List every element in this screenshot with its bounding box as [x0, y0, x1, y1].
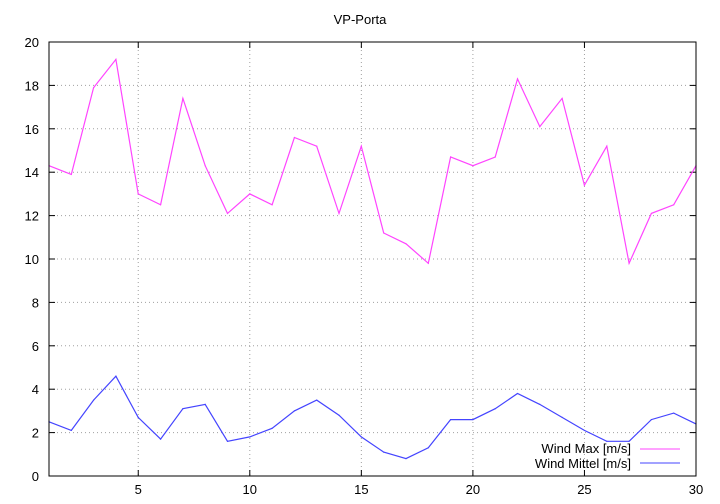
data-point — [293, 136, 296, 139]
data-point — [561, 97, 563, 100]
data-point — [360, 436, 362, 438]
data-point — [405, 458, 407, 460]
data-point — [115, 375, 117, 377]
plot-border — [48, 41, 697, 477]
data-point — [583, 184, 586, 186]
data-point — [115, 58, 117, 60]
data-point — [673, 204, 675, 206]
x-tick-label: 10 — [243, 482, 257, 497]
x-tick-label: 5 — [135, 482, 142, 497]
data-point — [383, 232, 385, 234]
data-point — [628, 440, 630, 442]
grid — [49, 42, 696, 476]
y-tick-label: 20 — [25, 35, 39, 50]
data-point — [204, 165, 206, 167]
data-point — [249, 436, 251, 438]
data-point — [583, 429, 586, 432]
data-point — [383, 451, 385, 453]
y-tick-label: 10 — [25, 252, 39, 267]
y-tick-label: 2 — [32, 426, 39, 441]
data-point — [182, 408, 184, 410]
y-tick-label: 16 — [25, 122, 39, 137]
y-tick-label: 14 — [25, 165, 39, 180]
data-point — [360, 145, 362, 147]
data-point — [472, 418, 474, 421]
data-point — [293, 410, 296, 412]
data-point — [159, 438, 162, 440]
data-point — [338, 212, 340, 215]
data-point — [316, 399, 318, 401]
data-point — [449, 156, 452, 158]
legend: Wind Max [m/s] Wind Mittel [m/s] — [535, 441, 680, 471]
data-point — [606, 440, 608, 442]
data-point — [650, 212, 652, 215]
data-point — [673, 412, 675, 414]
data-point — [539, 126, 541, 128]
data-point — [405, 243, 407, 245]
data-point — [93, 399, 95, 401]
data-point — [338, 414, 340, 416]
data-point — [628, 262, 630, 264]
axis-ticks: 0 2 4 6 8 10 12 14 16 18 20 5 10 15 20 25 30 — [25, 35, 704, 497]
data-point — [606, 145, 608, 147]
data-point — [472, 165, 474, 167]
data-point — [561, 416, 563, 419]
data-point — [93, 86, 95, 89]
data-point — [494, 156, 496, 158]
data-point — [226, 440, 229, 442]
x-tick-label: 30 — [689, 482, 703, 497]
data-point — [650, 418, 652, 421]
y-tick-label: 18 — [25, 78, 39, 93]
data-point — [516, 392, 519, 395]
legend-label-wind-mittel: Wind Mittel [m/s] — [535, 456, 631, 471]
data-point — [182, 97, 184, 100]
x-tick-label: 15 — [354, 482, 368, 497]
data-point — [137, 416, 139, 419]
data-point — [137, 193, 139, 195]
data-point — [539, 403, 541, 405]
x-tick-label: 20 — [466, 482, 480, 497]
legend-label-wind-max: Wind Max [m/s] — [541, 441, 631, 456]
data-point — [271, 204, 273, 206]
data-point — [226, 212, 229, 215]
series-line-wind-max — [48, 57, 697, 266]
data-point — [316, 145, 318, 147]
y-tick-label: 6 — [32, 339, 39, 354]
y-tick-label: 8 — [32, 295, 39, 310]
data-point — [427, 262, 429, 264]
y-tick-label: 0 — [32, 469, 39, 484]
series-line-wind-mittel — [48, 375, 697, 460]
data-point — [249, 193, 251, 195]
data-point — [449, 418, 452, 421]
data-point — [159, 204, 162, 206]
y-tick-label: 12 — [25, 209, 39, 224]
data-point — [516, 78, 519, 80]
data-point — [427, 447, 429, 449]
data-point — [494, 408, 496, 410]
y-tick-label: 4 — [32, 382, 39, 397]
x-tick-label: 25 — [577, 482, 591, 497]
data-point — [70, 429, 72, 432]
chart-title: VP-Porta — [334, 12, 388, 27]
data-point — [70, 173, 72, 175]
data-point — [271, 427, 273, 429]
data-point — [204, 403, 206, 405]
